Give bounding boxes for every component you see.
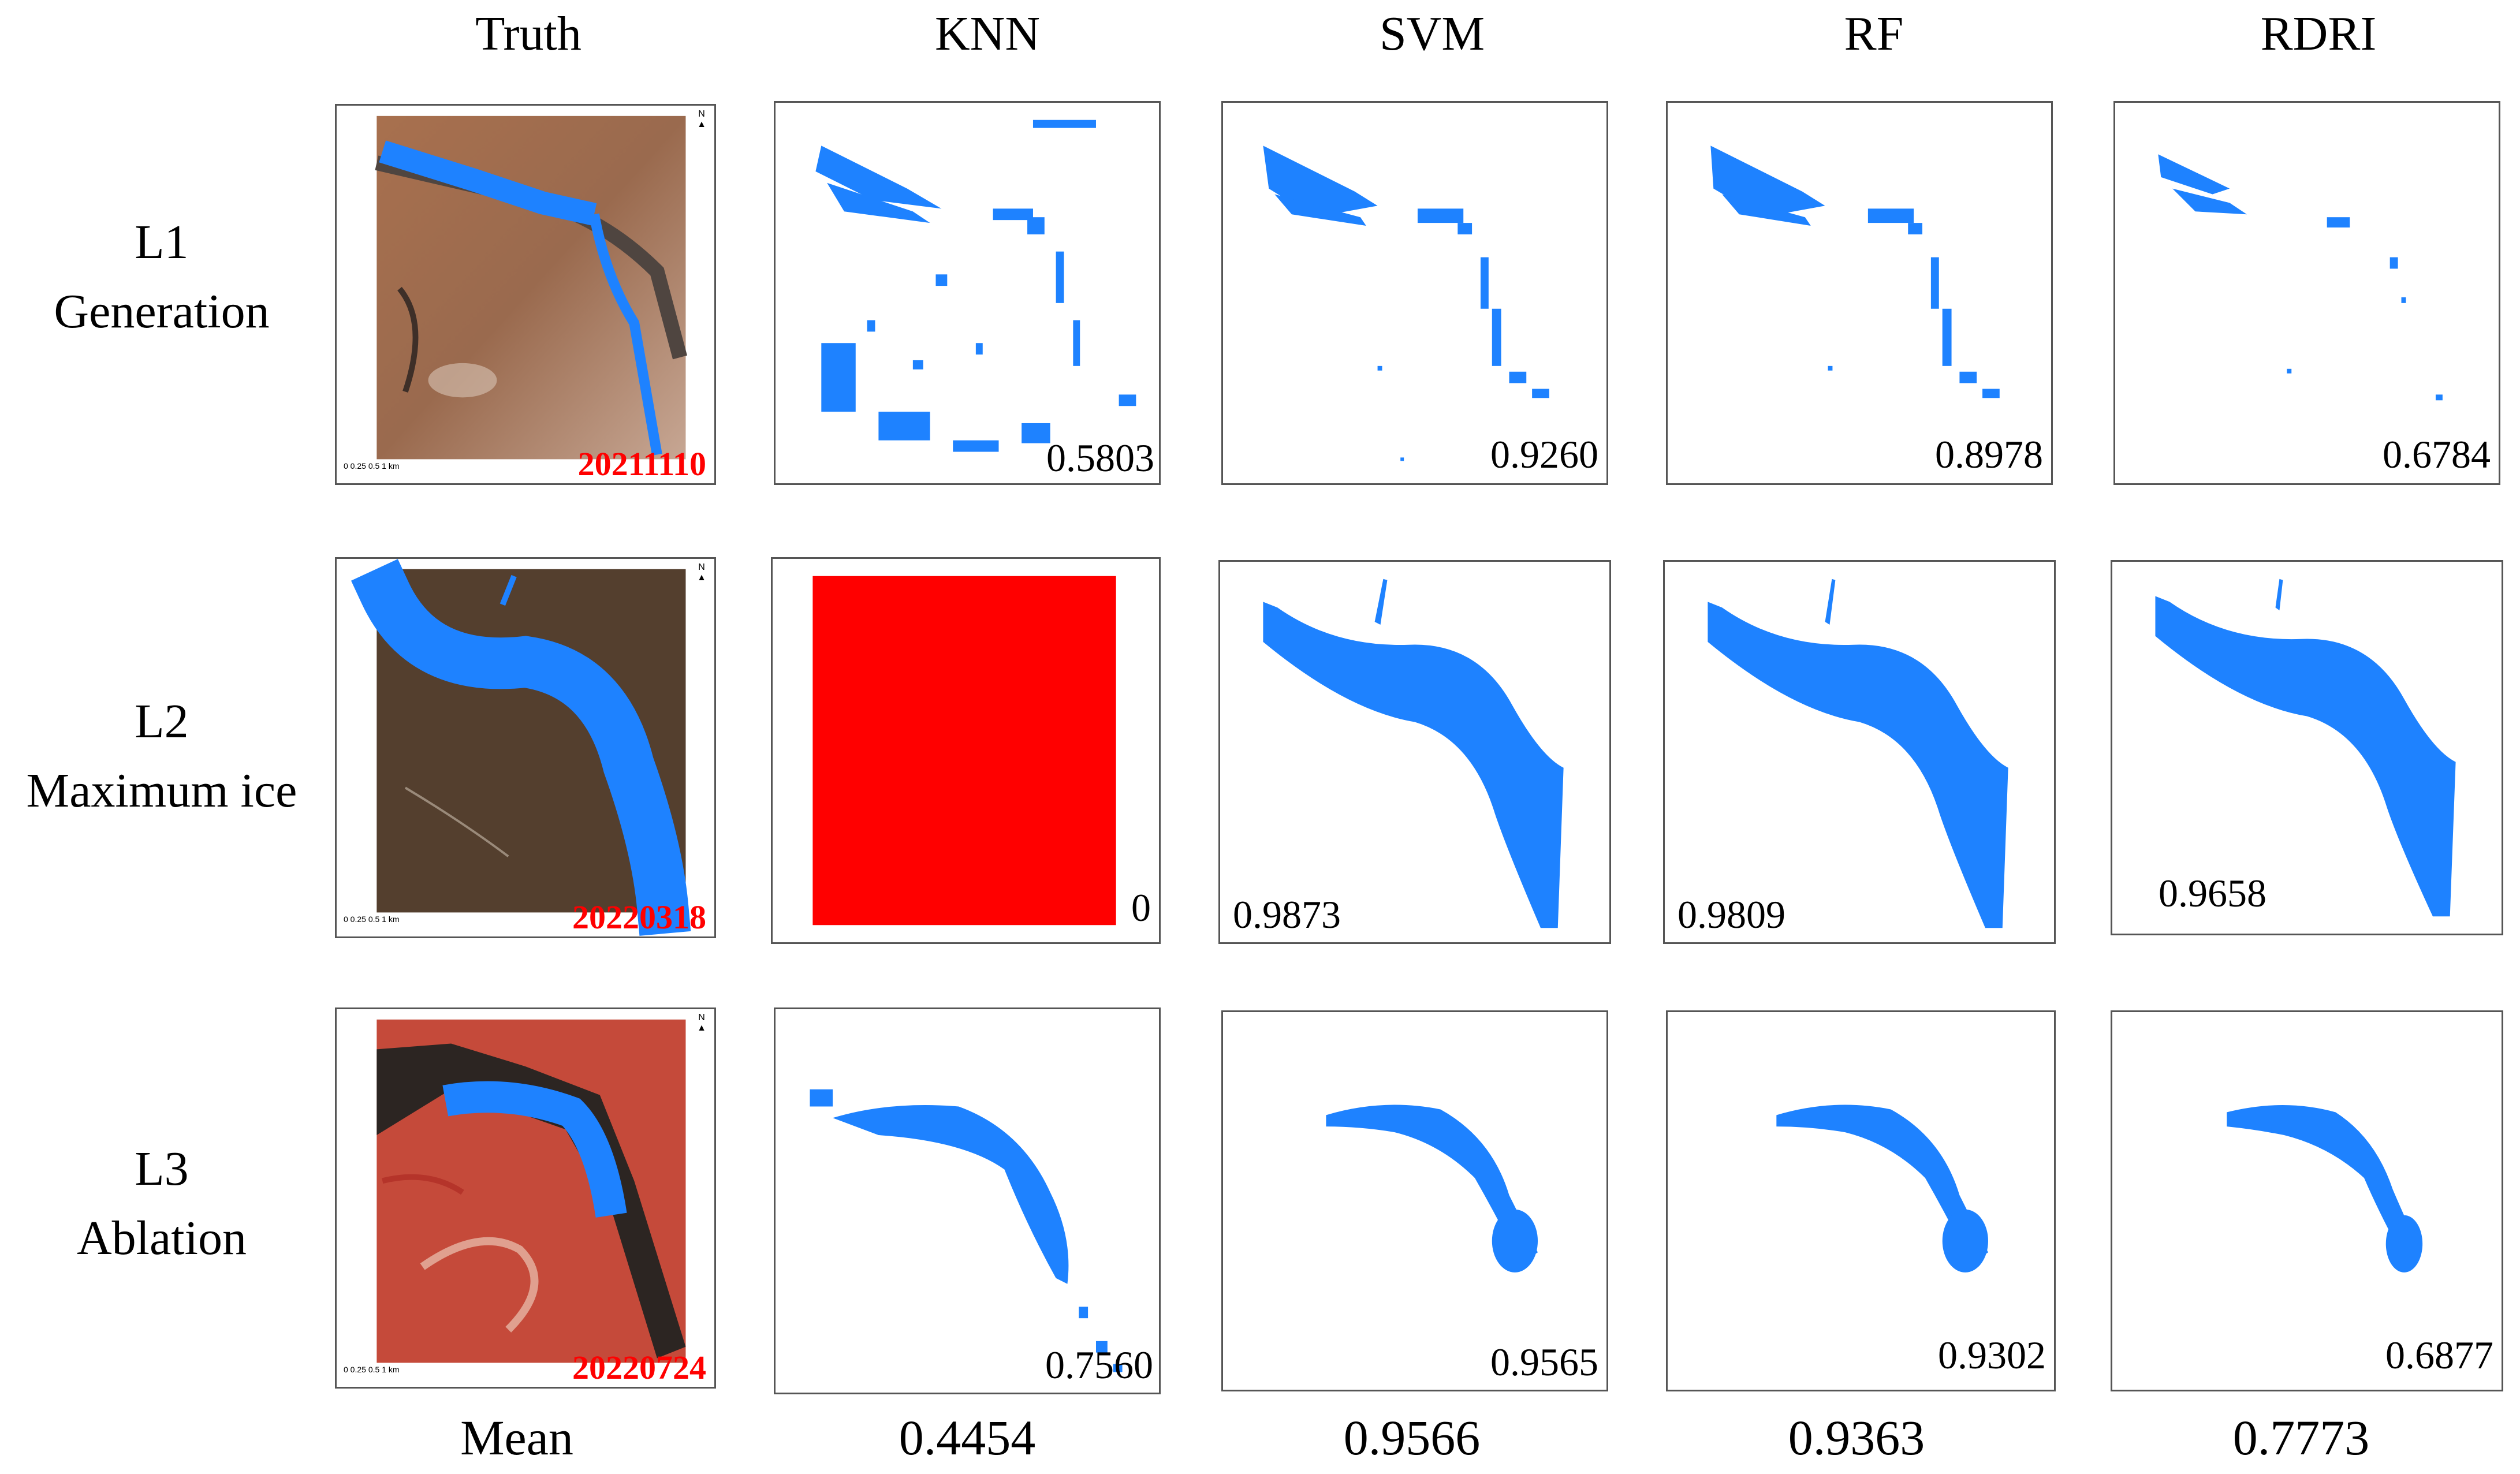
rdri-map-l3: 0.6877 (2111, 1010, 2503, 1391)
knn-map-l2: 0 (771, 557, 1161, 944)
date-label-l1: 20211110 (577, 445, 706, 483)
north-arrow-glyph-l3: ▲ (697, 1023, 706, 1033)
svm-map-l3: 0.9565 (1221, 1010, 1608, 1391)
score-svm-l1: 0.9260 (1490, 432, 1598, 476)
scale-unit-l3: km (388, 1365, 400, 1374)
score-svm-l3: 0.9565 (1490, 1340, 1598, 1384)
row-label-l3-id: L3 (135, 1142, 189, 1196)
mean-knn: 0.4454 (899, 1410, 1036, 1465)
north-label: N (698, 109, 705, 119)
date-label-l2: 20220318 (572, 898, 706, 936)
north-arrow-icon-l3: N ▲ (697, 1013, 706, 1033)
rf-map-l1: 0.8978 (1666, 101, 2053, 485)
truth-image-l3: N ▲ 0 0.25 0.5 1 km 20220724 (335, 1007, 716, 1389)
scale-unit-l2: km (388, 915, 400, 924)
truth-image-l2: N ▲ 0 0.25 0.5 1 km 20220318 (335, 557, 716, 938)
rdri-map-l1: 0.6784 (2113, 101, 2500, 485)
scale-unit: km (388, 461, 400, 471)
truth-image-l1: N ▲ 0 0.25 0.5 1 km 20211110 (335, 104, 716, 485)
north-label-l3: N (698, 1013, 705, 1023)
row-label-l2-id: L2 (135, 695, 189, 748)
header-rf: RF (1844, 7, 1904, 61)
score-svm-l2: 0.9873 (1233, 893, 1341, 936)
svm-map-l2: 0.9873 (1218, 560, 1611, 944)
row-label-l1-stage: Generation (54, 285, 270, 338)
date-label-l3: 20220724 (572, 1349, 706, 1386)
svm-map-l1: 0.9260 (1221, 101, 1608, 485)
scale-bar-icon: 0 0.25 0.5 1 km (344, 461, 400, 471)
north-arrow-icon: N ▲ (697, 109, 706, 130)
score-rdri-l1: 0.6784 (2383, 432, 2491, 476)
score-rdri-l3: 0.6877 (2385, 1333, 2493, 1377)
mean-rdri: 0.7773 (2232, 1410, 2370, 1465)
mean-svm: 0.9566 (1343, 1410, 1481, 1465)
row-label-l3-stage: Ablation (77, 1211, 247, 1265)
rf-map-l2: 0.9809 (1663, 560, 2056, 944)
score-rf-l1: 0.8978 (1935, 432, 2043, 476)
score-rf-l2: 0.9809 (1677, 893, 1785, 936)
row-label-l3: L3 Ablation (0, 1135, 323, 1273)
rdri-map-l2: 0.9658 (2111, 560, 2503, 935)
score-rf-l3: 0.9302 (1938, 1333, 2046, 1377)
header-rdri: RDRI (2260, 7, 2377, 61)
mean-label: Mean (460, 1410, 573, 1465)
north-arrow-icon-l2: N ▲ (697, 562, 706, 583)
knn-map-l1: 0.5803 (774, 101, 1161, 485)
header-knn: KNN (935, 7, 1040, 61)
rf-map-l3: 0.9302 (1666, 1010, 2056, 1391)
scale-bar-icon-l2: 0 0.25 0.5 1 km (344, 915, 400, 924)
row-label-l2: L2 Maximum ice (0, 687, 323, 826)
scale-ticks: 0 0.25 0.5 1 (344, 461, 386, 471)
north-arrow-glyph-l2: ▲ (697, 573, 706, 583)
row-label-l2-stage: Maximum ice (26, 764, 297, 818)
mean-rf: 0.9363 (1788, 1410, 1925, 1465)
north-arrow-glyph: ▲ (697, 120, 706, 129)
score-knn-l1: 0.5803 (1046, 436, 1154, 480)
score-knn-l2: 0 (1131, 886, 1151, 930)
row-label-l1: L1 Generation (0, 208, 323, 346)
header-truth: Truth (475, 7, 581, 61)
score-knn-l3: 0.7560 (1045, 1343, 1153, 1387)
scale-ticks-l3: 0 0.25 0.5 1 (344, 1365, 386, 1374)
north-label-l2: N (698, 562, 705, 572)
knn-map-l3: 0.7560 (774, 1007, 1161, 1394)
row-label-l1-id: L1 (135, 215, 189, 269)
header-svm: SVM (1379, 7, 1485, 61)
scale-ticks-l2: 0 0.25 0.5 1 (344, 915, 386, 924)
score-rdri-l2: 0.9658 (2159, 871, 2266, 915)
scale-bar-icon-l3: 0 0.25 0.5 1 km (344, 1365, 400, 1374)
